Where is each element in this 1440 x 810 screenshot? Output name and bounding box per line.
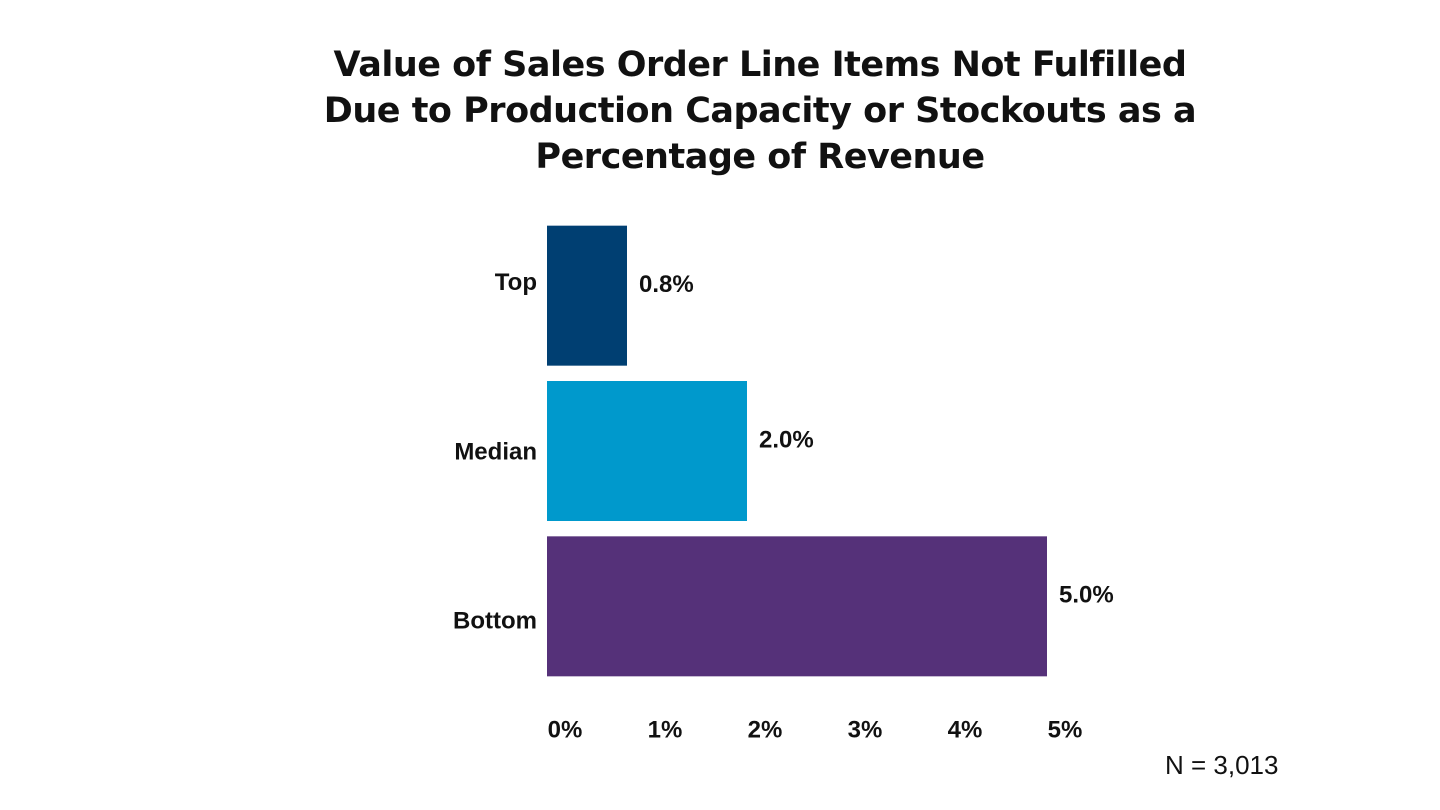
sample-size-note: N = 3,013 xyxy=(1165,750,1279,780)
y-tick-label: Bottom xyxy=(453,608,537,635)
y-tick-label: Median xyxy=(454,438,537,465)
value-label: 2.0% xyxy=(759,426,814,453)
bar xyxy=(547,536,1047,677)
x-tick-label: 0% xyxy=(548,716,583,743)
value-label: 0.8% xyxy=(639,271,694,298)
bar xyxy=(547,381,747,521)
x-tick-label: 2% xyxy=(748,716,783,743)
x-tick-label: 1% xyxy=(648,716,683,743)
y-tick-label: Top xyxy=(495,269,537,296)
bar xyxy=(547,225,627,366)
x-tick-label: 3% xyxy=(848,716,883,743)
chart-title: Value of Sales Order Line Items Not Fulf… xyxy=(323,45,1197,177)
value-label: 5.0% xyxy=(1059,582,1114,609)
x-tick-label: 5% xyxy=(1048,716,1083,743)
x-tick-label: 4% xyxy=(948,716,983,743)
